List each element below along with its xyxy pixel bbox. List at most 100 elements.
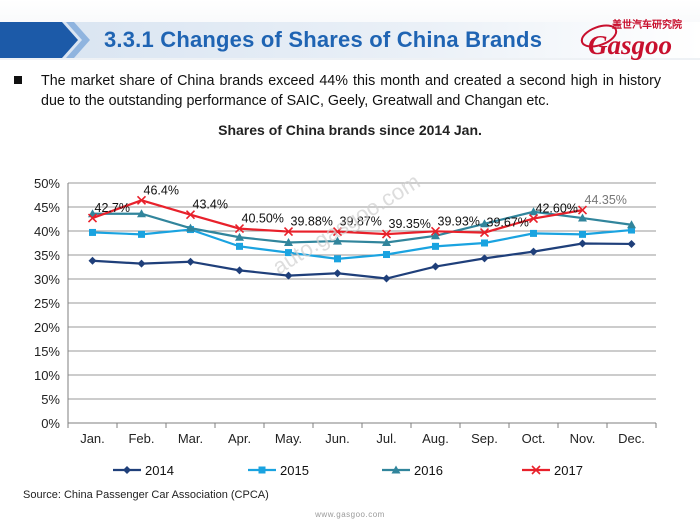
data-point-2016 — [431, 231, 440, 240]
data-point-2017 — [528, 213, 539, 224]
data-point-2015 — [383, 251, 390, 259]
legend-marker-2015 — [258, 466, 266, 474]
x-tick-label: Oct. — [522, 431, 546, 446]
data-label: 42.7% — [95, 201, 130, 215]
bullet-square — [14, 76, 22, 84]
data-label: 43.4% — [193, 198, 228, 212]
series-line-2014 — [92, 242, 632, 280]
data-point-2014 — [480, 254, 489, 263]
y-tick-label: 50% — [34, 176, 60, 191]
data-label: 42.60% — [536, 202, 578, 216]
data-point-2014 — [431, 262, 440, 271]
data-point-2014 — [186, 257, 195, 266]
data-point-2017 — [234, 224, 245, 234]
y-tick-label: 20% — [34, 320, 60, 335]
legend-label: 2014 — [145, 463, 174, 478]
data-point-2014 — [284, 271, 293, 280]
data-point-2017 — [381, 229, 392, 239]
legend-label: 2017 — [554, 463, 583, 478]
y-tick-label: 0% — [41, 416, 60, 431]
footer-url: www.gasgoo.com — [315, 510, 385, 519]
data-point-2017 — [283, 227, 294, 237]
data-point-2015 — [236, 242, 243, 250]
data-point-2015 — [432, 242, 439, 250]
data-label: 39.93% — [438, 214, 480, 228]
series-line-2016 — [92, 210, 632, 244]
x-tick-label: May. — [275, 431, 302, 446]
data-point-2014 — [382, 274, 391, 283]
data-point-2014 — [529, 247, 538, 256]
legend-marker-2016 — [391, 465, 401, 474]
x-tick-label: Apr. — [228, 431, 251, 446]
data-point-2015 — [481, 239, 488, 247]
data-point-2017 — [332, 227, 343, 237]
y-tick-label: 10% — [34, 368, 60, 383]
data-point-2016 — [137, 209, 146, 218]
data-label: 40.50% — [242, 212, 284, 226]
data-point-2014 — [235, 266, 244, 275]
data-point-2015 — [530, 229, 537, 237]
x-tick-label: Feb. — [128, 431, 154, 446]
data-point-2016 — [529, 207, 538, 216]
y-tick-label: 5% — [41, 392, 60, 407]
data-point-2017 — [136, 195, 147, 205]
data-point-2014 — [137, 259, 146, 268]
data-point-2015 — [579, 230, 586, 238]
data-point-2016 — [284, 238, 293, 247]
data-point-2016 — [186, 223, 195, 232]
gasgoo-logo: Gasgoo — [580, 24, 672, 60]
x-tick-label: Aug. — [422, 431, 449, 446]
series-line-2015 — [92, 228, 632, 260]
data-point-2016 — [480, 219, 489, 228]
data-point-2016 — [235, 232, 244, 241]
data-point-2014 — [333, 269, 342, 278]
chart-title: Shares of China brands since 2014 Jan. — [218, 122, 482, 138]
data-point-2014 — [578, 239, 587, 248]
data-point-2017 — [479, 228, 490, 238]
data-point-2016 — [382, 238, 391, 247]
source-note: Source: China Passenger Car Association … — [23, 489, 269, 501]
x-tick-label: Sep. — [471, 431, 498, 446]
data-point-2017 — [87, 213, 98, 223]
data-label: 39.35% — [389, 217, 431, 231]
legend-label: 2015 — [280, 463, 309, 478]
data-point-2014 — [88, 256, 97, 265]
x-tick-label: Jul. — [376, 431, 396, 446]
data-point-2016 — [627, 220, 636, 229]
data-point-2015 — [628, 226, 635, 234]
x-tick-label: Jun. — [325, 431, 350, 446]
data-label: 39.67% — [487, 216, 529, 230]
data-point-2017 — [430, 226, 441, 236]
legend-label: 2016 — [414, 463, 443, 478]
data-label: 39.88% — [291, 215, 333, 229]
y-tick-label: 45% — [34, 200, 60, 215]
data-point-2017 — [577, 205, 588, 215]
summary-text: The market share of China brands exceed … — [41, 73, 661, 109]
data-label: 39.87% — [340, 215, 382, 229]
page-title: 3.3.1 Changes of Shares of China Brands — [104, 27, 543, 52]
data-point-2015 — [89, 228, 96, 236]
y-tick-label: 30% — [34, 272, 60, 287]
logo-chinese-text: 盖世汽车研究院 — [612, 20, 682, 31]
data-point-2015 — [138, 230, 145, 238]
header-bar — [0, 22, 700, 58]
data-label: 44.35% — [585, 193, 627, 207]
legend-marker-2014 — [123, 466, 131, 474]
data-point-2016 — [333, 236, 342, 245]
data-point-2015 — [334, 255, 341, 263]
data-point-2017 — [185, 210, 196, 220]
y-tick-label: 40% — [34, 224, 60, 239]
y-tick-label: 35% — [34, 248, 60, 263]
legend-marker-2017 — [531, 465, 541, 475]
x-tick-label: Jan. — [80, 431, 105, 446]
y-tick-label: 25% — [34, 296, 60, 311]
header-chevron-icon — [0, 22, 90, 58]
x-tick-label: Nov. — [570, 431, 596, 446]
data-point-2015 — [285, 249, 292, 257]
data-point-2014 — [627, 239, 636, 248]
data-point-2016 — [578, 213, 587, 222]
x-tick-label: Dec. — [618, 431, 645, 446]
x-tick-label: Mar. — [178, 431, 203, 446]
y-tick-label: 15% — [34, 344, 60, 359]
